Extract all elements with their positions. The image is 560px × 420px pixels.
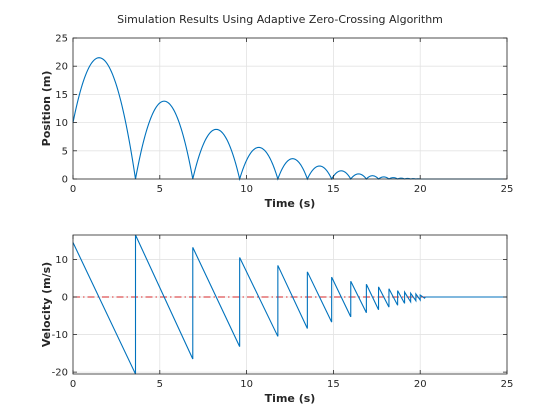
- x-tick-label: 20: [414, 379, 427, 390]
- velocity-axes-box: [72, 234, 508, 375]
- x-tick-label: 10: [240, 379, 253, 390]
- y-tick-label: -20: [52, 368, 68, 379]
- y-tick-label: 0: [62, 292, 68, 303]
- velocity-axes: 0 5 10 15 20 25 -20 -10 0 10 Time (s) Velocity (m…: [40, 234, 514, 405]
- y-tick-label: 0: [62, 175, 68, 186]
- x-tick-label: 5: [157, 184, 163, 195]
- y-tick-label: 20: [55, 62, 68, 73]
- velocity-plot-area: [72, 234, 507, 375]
- position-axes: 0 5 10 15 20 25 0 5 10 15 20 25 Time (s) Position (…: [40, 34, 513, 211]
- y-tick-label: -10: [52, 330, 68, 341]
- x-tick-label: 25: [501, 379, 514, 390]
- velocity-x-axis-label: Time (s): [265, 392, 316, 405]
- x-tick-label: 0: [70, 184, 76, 195]
- x-tick-label: 5: [157, 379, 163, 390]
- position-ticks: 0 5 10 15 20 25 0 5 10 15 20 25: [55, 34, 513, 196]
- x-tick-label: 0: [70, 379, 76, 390]
- velocity-y-axis-label: Velocity (m/s): [40, 262, 53, 347]
- position-plot-area: [72, 57, 507, 182]
- velocity-ticks: 0 5 10 15 20 25 -20 -10 0 10: [52, 235, 514, 390]
- position-x-axis-label: Time (s): [265, 197, 316, 210]
- position-series-line: [72, 57, 507, 182]
- y-tick-label: 10: [55, 118, 68, 129]
- figure-title: Simulation Results Using Adaptive Zero-C…: [117, 13, 443, 26]
- velocity-grid: [72, 235, 508, 374]
- position-axes-box: [72, 37, 508, 180]
- y-tick-label: 5: [62, 146, 68, 157]
- velocity-series-line: [72, 234, 507, 375]
- x-tick-label: 25: [501, 184, 514, 195]
- y-tick-label: 15: [55, 90, 68, 101]
- position-y-axis-label: Position (m): [40, 71, 53, 147]
- y-tick-label: 25: [55, 34, 68, 45]
- x-tick-label: 20: [414, 184, 427, 195]
- x-tick-label: 15: [327, 184, 340, 195]
- y-tick-label: 10: [55, 255, 68, 266]
- position-grid: [72, 37, 508, 180]
- x-tick-label: 10: [240, 184, 253, 195]
- x-tick-label: 15: [327, 379, 340, 390]
